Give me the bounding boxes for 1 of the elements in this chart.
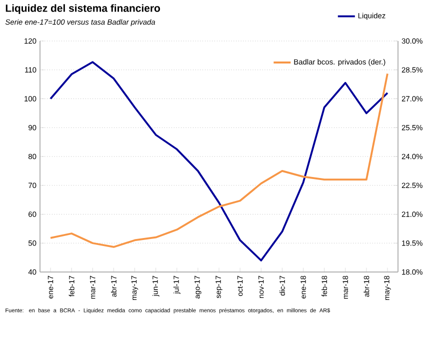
chart-title: Liquidez del sistema financiero (6, 4, 160, 14)
